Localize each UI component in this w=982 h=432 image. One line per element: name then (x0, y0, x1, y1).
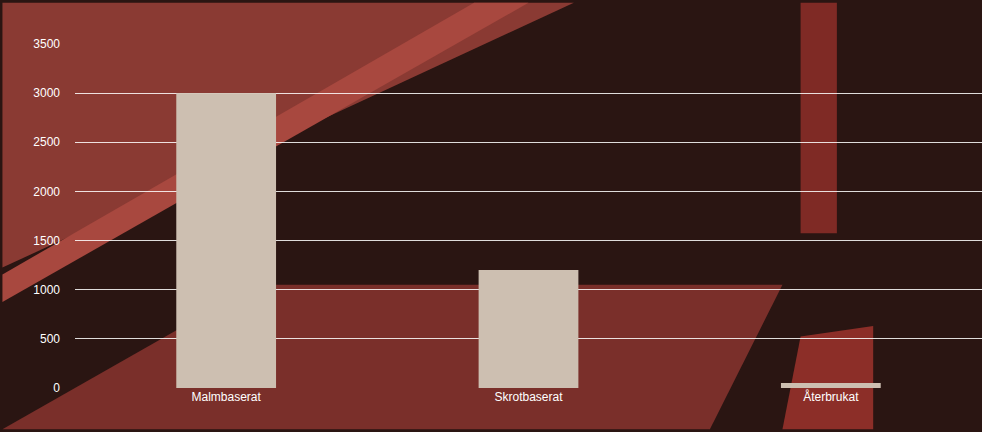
svg-text:0: 0 (53, 381, 60, 395)
svg-text:2000: 2000 (33, 185, 60, 199)
svg-text:3000: 3000 (33, 86, 60, 100)
svg-text:Skrotbaserat: Skrotbaserat (494, 390, 563, 404)
svg-text:Malmbaserat: Malmbaserat (191, 390, 261, 404)
svg-text:2500: 2500 (33, 135, 60, 149)
svg-text:1500: 1500 (33, 234, 60, 248)
svg-text:Återbrukat: Återbrukat (803, 389, 859, 404)
svg-text:500: 500 (40, 332, 60, 346)
svg-text:3500: 3500 (33, 37, 60, 51)
svg-text:1000: 1000 (33, 283, 60, 297)
